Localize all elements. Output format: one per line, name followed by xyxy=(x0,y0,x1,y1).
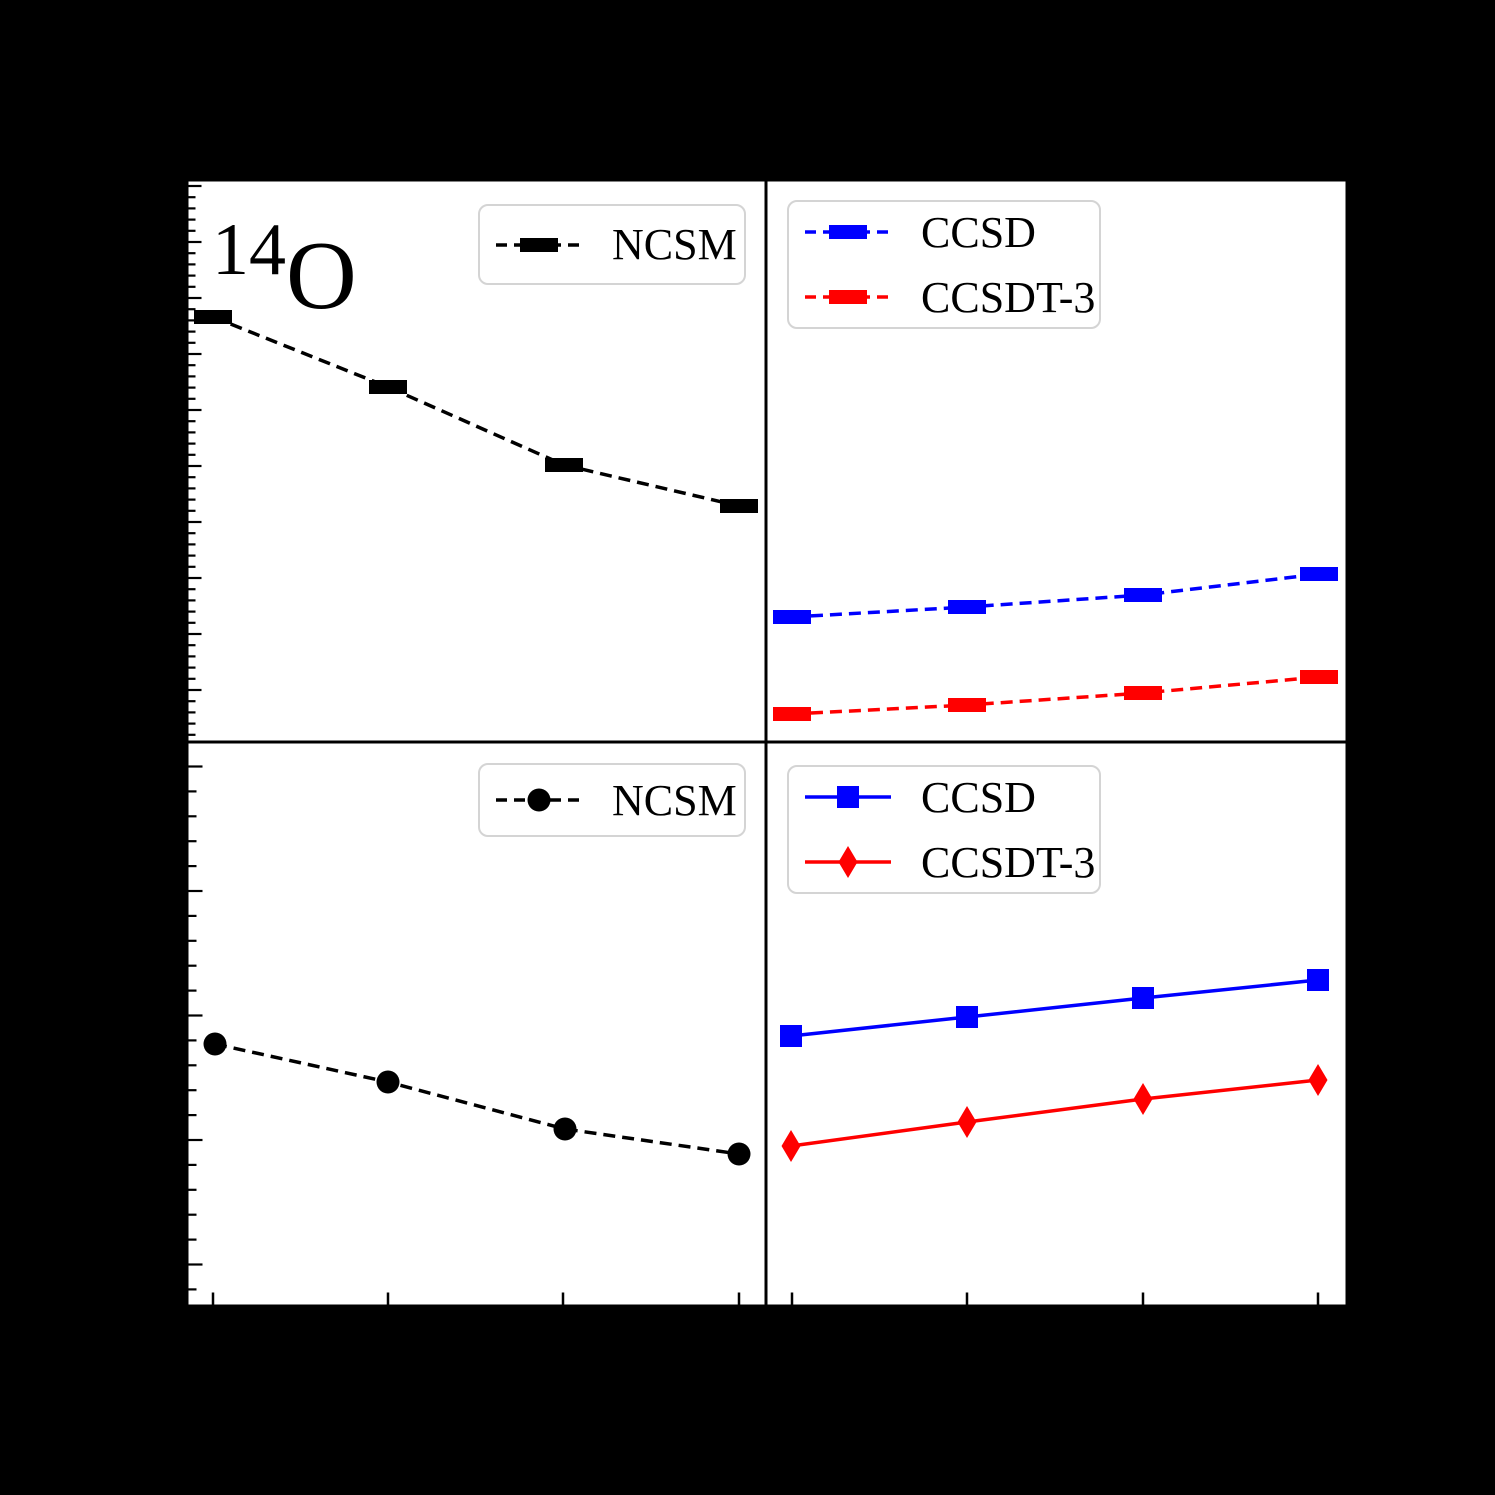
series-line-ccsd xyxy=(790,978,1319,1038)
series-line-ncsm xyxy=(214,1042,740,1156)
legend-label: NCSM xyxy=(612,220,737,269)
panel-bottom-left xyxy=(203,1032,751,1166)
panel-bottom-right xyxy=(780,969,1329,1162)
data-point-ccsd xyxy=(956,1006,978,1028)
legend-label: CCSDT-3 xyxy=(921,272,1096,322)
series-line-ccsdt-3 xyxy=(791,675,1320,716)
legend-bottom-left: NCSM xyxy=(478,763,746,837)
legend-label: NCSM xyxy=(612,775,737,825)
data-point-ncsm xyxy=(553,1117,577,1141)
data-point-ccsd xyxy=(1132,987,1154,1009)
isotope-mass-number: 14 xyxy=(212,209,286,291)
legend-entry: CCSDT-3 xyxy=(805,272,1095,323)
data-point-ccsdt-3 xyxy=(948,698,986,712)
data-point-ccsd xyxy=(1307,969,1329,991)
ncsm-circle-marker-icon xyxy=(496,788,582,812)
legend-top-right: CCSD CCSDT-3 xyxy=(787,200,1101,329)
legend-swatch-marker xyxy=(829,290,867,304)
legend-top-left: NCSM xyxy=(478,204,746,285)
data-point-ccsdt-3 xyxy=(773,707,811,721)
data-point-ccsdt-3 xyxy=(781,1130,801,1162)
data-point-ccsdt-3 xyxy=(1308,1064,1328,1096)
isotope-label: 14 O xyxy=(212,213,357,325)
ccsd-square-marker-icon xyxy=(805,786,891,808)
legend-swatch-marker xyxy=(527,788,551,812)
legend-swatch-marker xyxy=(829,225,867,239)
data-point-ccsdt-3 xyxy=(1300,670,1338,684)
panel-top-left xyxy=(194,310,758,513)
data-point-ccsd xyxy=(948,600,986,614)
ncsm-rect-marker-icon xyxy=(496,237,582,252)
data-point-ccsd xyxy=(1124,588,1162,602)
data-point-ncsm xyxy=(369,380,407,394)
data-point-ccsd xyxy=(780,1025,802,1047)
ccsdt3-diamond-marker-icon xyxy=(805,846,891,878)
legend-label: CCSD xyxy=(921,772,1036,822)
ccsd-rect-marker-icon xyxy=(805,225,891,239)
data-point-ccsd xyxy=(773,610,811,624)
data-point-ncsm xyxy=(727,1142,751,1166)
data-point-ncsm xyxy=(545,458,583,472)
legend-label: CCSDT-3 xyxy=(921,837,1096,887)
legend-swatch-marker xyxy=(520,237,558,252)
series-line-ccsd xyxy=(791,572,1320,619)
data-point-ccsdt-3 xyxy=(1124,686,1162,700)
legend-entry: CCSDT-3 xyxy=(805,837,1095,888)
panel-top-right xyxy=(773,567,1338,721)
isotope-element-symbol: O xyxy=(286,222,357,330)
data-point-ncsm xyxy=(194,310,232,324)
legend-swatch-marker xyxy=(838,846,858,878)
data-point-ccsd xyxy=(1300,567,1338,581)
ccsdt3-rect-marker-icon xyxy=(805,290,891,304)
data-point-ncsm xyxy=(720,499,758,513)
legend-entry: CCSD xyxy=(805,772,1089,823)
legend-swatch-marker xyxy=(837,786,859,808)
data-point-ccsdt-3 xyxy=(957,1106,977,1138)
legend-entry: NCSM xyxy=(496,775,737,826)
data-point-ncsm xyxy=(203,1032,227,1056)
data-point-ncsm xyxy=(376,1070,400,1094)
legend-entry: NCSM xyxy=(496,219,737,270)
data-point-ccsdt-3 xyxy=(1133,1083,1153,1115)
series-line-ccsdt-3 xyxy=(790,1078,1319,1148)
legend-label: CCSD xyxy=(921,207,1036,257)
legend-entry: CCSD xyxy=(805,207,1089,258)
legend-bottom-right: CCSD CCSDT-3 xyxy=(787,765,1101,894)
